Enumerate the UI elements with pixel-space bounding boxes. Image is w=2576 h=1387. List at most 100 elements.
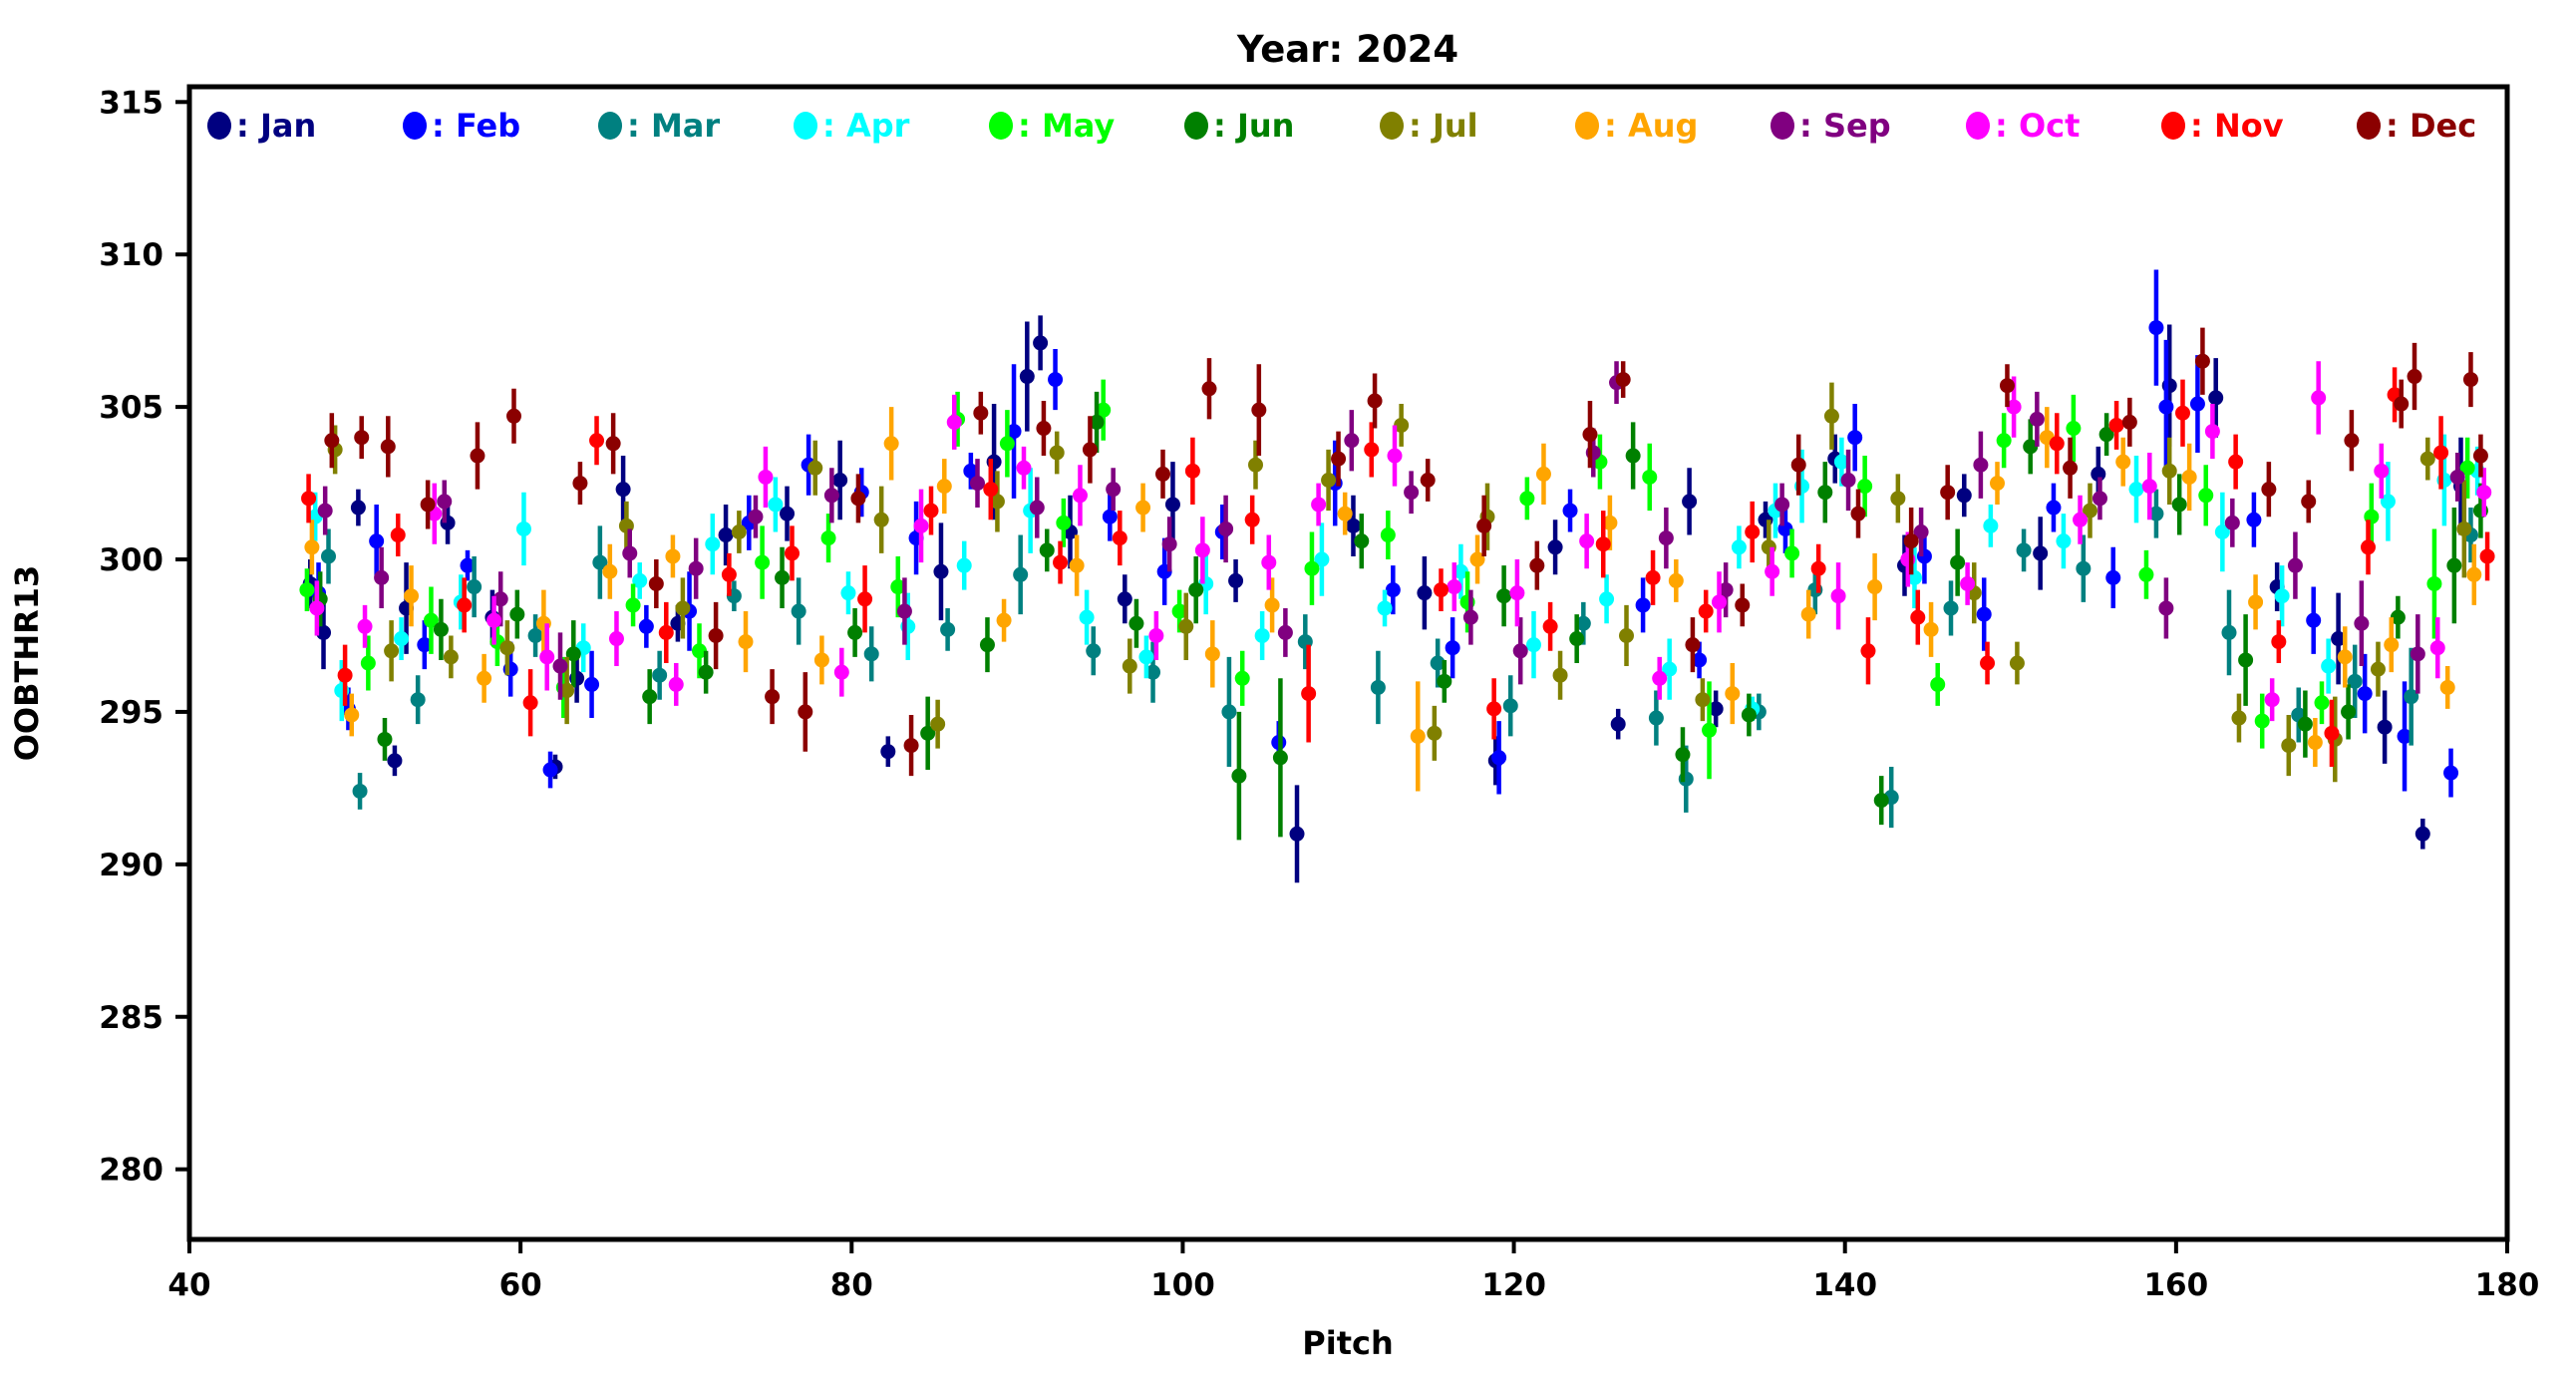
data-point — [1314, 551, 1330, 567]
data-point — [499, 640, 515, 656]
data-point — [1860, 643, 1876, 659]
data-point — [2092, 491, 2107, 507]
plot-border — [186, 84, 2510, 1242]
legend-label: : May — [1018, 107, 1115, 145]
data-point — [1857, 479, 1873, 495]
data-point — [1462, 609, 1478, 625]
data-point — [785, 545, 800, 561]
data-point — [2175, 405, 2190, 421]
data-point — [1823, 408, 1839, 424]
data-point — [2456, 520, 2472, 536]
data-point — [1535, 466, 1551, 482]
x-tick-label: 160 — [2143, 1267, 2208, 1303]
data-point — [622, 545, 638, 561]
data-point — [1910, 609, 1926, 625]
data-point — [2083, 503, 2097, 519]
data-point — [1218, 520, 1234, 536]
legend-marker-icon — [2161, 112, 2185, 140]
data-point — [1652, 670, 1668, 686]
data-point — [1445, 640, 1460, 656]
data-point — [1850, 506, 1866, 521]
data-point — [2198, 488, 2214, 504]
data-point — [2384, 637, 2400, 653]
data-point — [2479, 548, 2495, 564]
x-tick-label: 80 — [830, 1267, 873, 1303]
data-point — [1049, 445, 1065, 461]
data-point — [1033, 335, 1049, 351]
chart-title: Year: 2024 — [1236, 28, 1458, 71]
data-point — [2274, 588, 2290, 604]
data-point — [1619, 627, 1634, 643]
data-point — [1321, 473, 1337, 489]
data-point — [433, 621, 449, 637]
legend-item-sep: : Sep — [1771, 107, 1891, 145]
data-point — [2419, 451, 2435, 467]
data-point — [324, 433, 340, 449]
data-point — [542, 762, 558, 778]
data-point — [1695, 692, 1711, 708]
data-point — [748, 509, 764, 524]
data-point — [1725, 686, 1741, 702]
data-point — [1056, 515, 1072, 530]
data-point — [1956, 488, 1972, 504]
data-point — [2407, 369, 2422, 385]
data-point — [1930, 676, 1946, 692]
legend-item-feb: : Feb — [403, 107, 520, 145]
data-point — [890, 579, 906, 595]
data-point — [1345, 518, 1361, 533]
legend-marker-icon — [1966, 112, 1990, 140]
data-point — [2307, 735, 2323, 751]
data-point — [1016, 460, 1032, 476]
data-point — [1923, 621, 1939, 637]
data-point — [2380, 494, 2396, 510]
data-point — [1178, 618, 1194, 634]
data-point — [1526, 637, 1541, 653]
data-point — [615, 482, 631, 498]
data-point — [1579, 533, 1595, 549]
data-point — [2056, 533, 2072, 549]
data-point — [1595, 536, 1611, 552]
data-point — [1943, 600, 1959, 616]
data-point — [903, 738, 919, 754]
legend-label: : Feb — [432, 107, 520, 145]
data-point — [2148, 320, 2164, 336]
y-tick-label: 290 — [99, 848, 163, 883]
data-point — [2446, 557, 2462, 573]
x-tick-label: 40 — [167, 1267, 210, 1303]
data-point — [1552, 667, 1568, 683]
data-point — [1890, 491, 1906, 507]
data-point — [2377, 719, 2393, 735]
data-point — [1625, 448, 1641, 464]
data-point — [1048, 372, 1064, 388]
data-point — [1277, 624, 1293, 640]
data-point — [1960, 575, 1976, 591]
data-point — [344, 707, 360, 723]
data-point — [1164, 497, 1180, 513]
data-point — [602, 563, 618, 579]
data-point — [1079, 609, 1095, 625]
data-point — [1122, 658, 1137, 674]
data-point — [705, 536, 721, 552]
data-point — [813, 652, 829, 668]
data-point — [1602, 515, 1618, 530]
x-tick-label: 120 — [1481, 1267, 1546, 1303]
data-point — [1569, 631, 1585, 647]
data-point — [2314, 695, 2330, 711]
data-point — [2311, 390, 2327, 406]
data-point — [1642, 469, 1658, 485]
data-point — [506, 408, 521, 424]
data-point — [1983, 518, 1999, 533]
data-point — [522, 695, 538, 711]
data-point — [896, 603, 912, 619]
series-jun — [312, 391, 2488, 841]
legend-item-jul: : Jul — [1380, 107, 1478, 145]
data-point — [1675, 747, 1691, 763]
data-point — [1582, 427, 1598, 443]
legend-marker-icon — [794, 112, 817, 140]
data-point — [1427, 725, 1443, 741]
data-point — [1741, 707, 1757, 723]
data-point — [768, 497, 784, 513]
x-tick-label: 60 — [499, 1267, 542, 1303]
data-point — [2357, 686, 2373, 702]
